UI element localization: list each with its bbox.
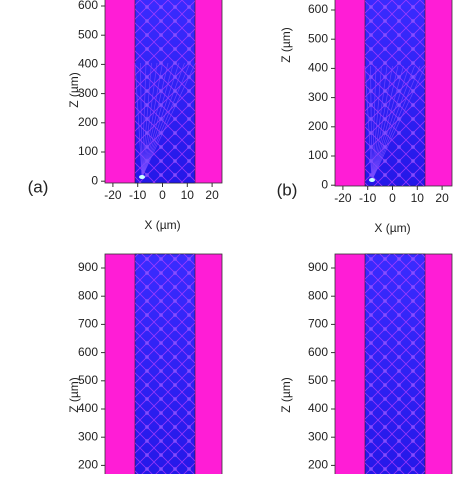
y-tick-label: 400: [308, 401, 328, 415]
panel: 900 800 700 600 500 400 300 200 Z (µm): [67, 253, 223, 479]
x-tick-label: 10: [411, 191, 425, 205]
y-tick-label: 200: [78, 458, 98, 472]
beam-ray: [371, 65, 426, 181]
x-tick-label: -20: [334, 191, 352, 205]
x-axis-label: X (µm): [374, 221, 410, 235]
beam-ray: [364, 65, 373, 181]
y-axis-label: Z (µm): [279, 377, 293, 413]
y-tick-label: 100: [78, 144, 98, 158]
y-tick-label: 300: [308, 90, 328, 104]
x-tick-label: 20: [205, 188, 219, 202]
y-tick-label: 300: [78, 429, 98, 443]
beam-ray: [141, 62, 174, 178]
beam-ray: [141, 62, 163, 178]
beam-ray: [371, 65, 404, 181]
x-tick-label: 0: [159, 188, 166, 202]
beam-ray: [371, 65, 399, 181]
panel-label: (b): [277, 180, 298, 199]
panel: 900 800 700 600 500 400 300 200 Z (µm): [279, 253, 453, 479]
x-axis-label: X (µm): [144, 218, 180, 232]
beam-ray: [370, 65, 373, 181]
y-tick-label: 800: [78, 288, 98, 302]
y-tick-label: 500: [308, 31, 328, 45]
beam-ray: [141, 62, 152, 178]
beam-ray: [371, 65, 393, 181]
x-tick-label: -10: [359, 191, 377, 205]
y-tick-label: 500: [78, 373, 98, 387]
beam-ray: [141, 62, 169, 178]
beam-ray: [371, 65, 415, 181]
y-tick-label: 800: [308, 288, 328, 302]
y-tick-label: 700: [308, 317, 328, 331]
beam-ray: [141, 62, 191, 178]
x-tick-label: 10: [181, 188, 195, 202]
y-tick-label: 200: [308, 458, 328, 472]
y-tick-label: 600: [308, 345, 328, 359]
x-tick-label: 20: [435, 191, 449, 205]
y-tick-label: 600: [78, 345, 98, 359]
beam-ray: [140, 62, 143, 178]
x-tick-label: -20: [104, 188, 122, 202]
y-tick-label: 500: [308, 373, 328, 387]
y-tick-label: 700: [78, 317, 98, 331]
field-pattern: [365, 254, 425, 479]
y-tick-label: 900: [78, 260, 98, 274]
y-tick-label: 500: [78, 27, 98, 41]
beam-ray: [371, 65, 410, 181]
y-tick-label: 300: [78, 86, 98, 100]
panel-label: (a): [28, 177, 49, 196]
y-tick-label: 0: [321, 177, 328, 191]
x-tick-label: 0: [389, 191, 396, 205]
y-axis-label: Z (µm): [279, 27, 293, 63]
panel: -20 -10 0 10 20 X (µm) (b) 600 500 400 300 200 100 0 Z…: [277, 0, 453, 235]
y-tick-label: 600: [308, 2, 328, 16]
field-pattern: [135, 254, 195, 479]
y-tick-label: 400: [308, 61, 328, 75]
beam-ray: [134, 62, 143, 178]
beam-ray: [371, 65, 382, 181]
y-tick-label: 400: [78, 401, 98, 415]
y-tick-label: 900: [308, 260, 328, 274]
beam-ray: [141, 62, 147, 178]
x-tick-label: -10: [129, 188, 147, 202]
source: [369, 178, 375, 182]
y-tick-label: 200: [308, 119, 328, 133]
source: [139, 175, 145, 179]
beam-ray: [141, 62, 185, 178]
y-tick-label: 300: [308, 429, 328, 443]
panel: -20 -10 0 10 20 X (µm) (a) 600 500 400 300 200 100 0 Z…: [28, 0, 223, 232]
y-tick-label: 600: [78, 0, 98, 12]
beam-ray: [371, 65, 388, 181]
y-tick-label: 100: [308, 148, 328, 162]
y-tick-label: 200: [78, 115, 98, 129]
beam-ray: [371, 65, 421, 181]
y-axis-label: Z (µm): [67, 72, 81, 108]
beam-ray: [371, 65, 377, 181]
beam-ray: [141, 62, 196, 178]
y-axis-label: Z (µm): [67, 377, 81, 413]
y-tick-label: 0: [91, 173, 98, 187]
y-tick-label: 400: [78, 57, 98, 71]
beam-ray: [141, 62, 180, 178]
beam-ray: [141, 62, 158, 178]
